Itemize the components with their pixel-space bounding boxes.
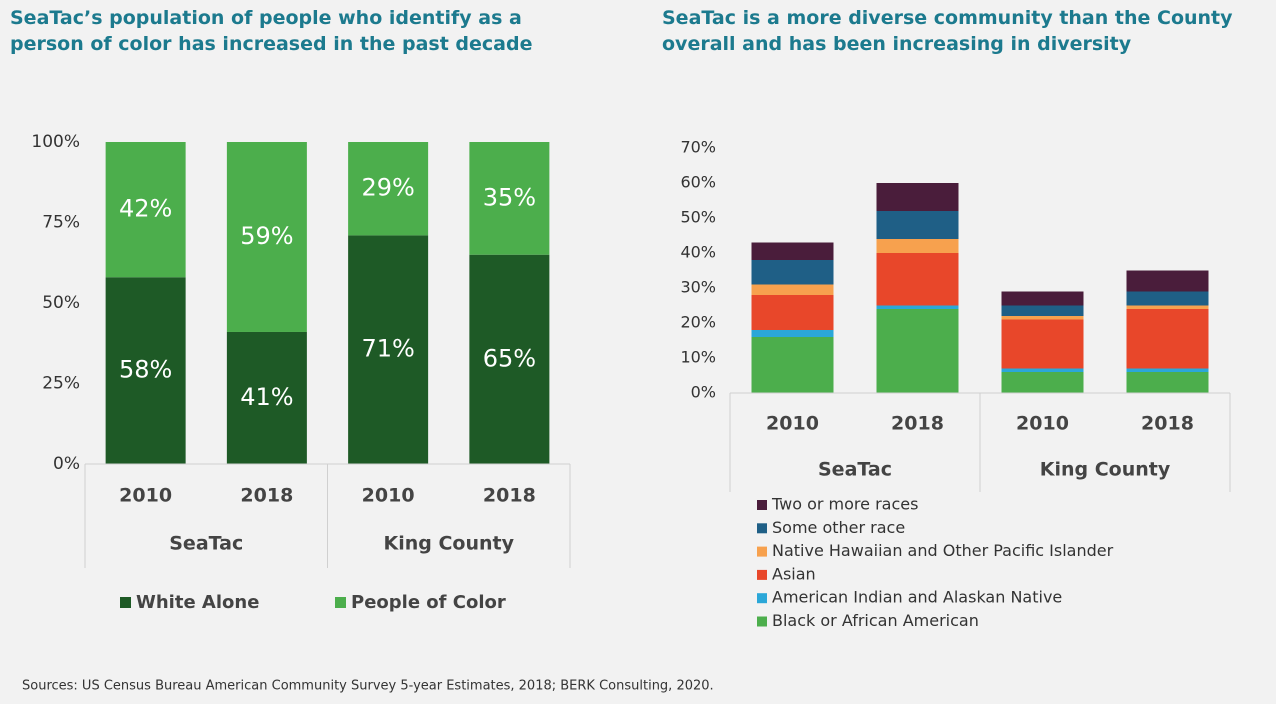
legend-label: People of Color — [351, 592, 506, 613]
y-tick-label: 40% — [680, 243, 716, 262]
data-label: 35% — [483, 183, 536, 211]
y-tick-label: 30% — [680, 278, 716, 297]
y-tick-label: 0% — [53, 454, 80, 474]
legend-label: American Indian and Alaskan Native — [772, 588, 1062, 607]
y-tick-label: 25% — [42, 374, 80, 394]
data-label: 59% — [240, 222, 293, 250]
bar-segment — [105, 142, 186, 278]
bar-segment — [348, 235, 429, 464]
bar-segment — [1001, 316, 1084, 320]
bar-segment — [876, 239, 959, 253]
bar-segment — [226, 331, 307, 464]
legend-swatch — [757, 569, 767, 580]
bar-segment — [1001, 319, 1084, 369]
x-tick-label: 2018 — [891, 413, 944, 435]
bar-segment — [1126, 372, 1209, 393]
bar-segment — [751, 242, 834, 260]
legend-label: White Alone — [136, 592, 259, 613]
chart-title: SeaTac is a more diverse community than … — [662, 7, 1233, 55]
bar-segment — [1126, 368, 1209, 372]
legend-label: Black or African American — [772, 611, 979, 630]
bar-segment — [751, 330, 834, 337]
y-tick-label: 10% — [680, 348, 716, 367]
bar-segment — [876, 183, 959, 211]
bar-segment — [751, 337, 834, 393]
x-tick-label: 2010 — [1016, 413, 1069, 435]
y-tick-label: 100% — [31, 132, 80, 152]
data-label: 65% — [483, 344, 536, 372]
y-tick-label: 75% — [42, 213, 80, 233]
bar-segment — [1001, 368, 1084, 372]
legend-label: Two or more races — [771, 495, 918, 514]
chart-title: SeaTac’s population of people who identi… — [10, 7, 532, 55]
group-label: King County — [384, 533, 515, 555]
legend-label: Native Hawaiian and Other Pacific Island… — [772, 541, 1114, 560]
bar-segment — [1126, 305, 1209, 309]
bar-segment — [751, 284, 834, 295]
bar-segment — [1001, 291, 1084, 306]
source-note: Sources: US Census Bureau American Commu… — [22, 679, 714, 694]
group-label: SeaTac — [169, 533, 243, 555]
bar-segment — [1001, 305, 1084, 316]
group-label: SeaTac — [818, 459, 892, 481]
bar-segment — [105, 277, 186, 464]
bar-segment — [751, 295, 834, 330]
y-tick-label: 20% — [680, 313, 716, 332]
bar-segment — [876, 253, 959, 306]
data-label: 29% — [361, 174, 414, 202]
y-tick-label: 70% — [680, 138, 716, 157]
bar-segment — [348, 142, 429, 236]
x-tick-label: 2010 — [766, 413, 819, 435]
legend-swatch — [757, 500, 767, 510]
data-label: 58% — [119, 356, 172, 384]
y-tick-label: 50% — [680, 208, 716, 227]
bar-segment — [1126, 270, 1209, 292]
legend-swatch — [757, 616, 767, 627]
bar-segment — [1126, 291, 1209, 306]
bar-segment — [876, 309, 959, 393]
data-label: 41% — [240, 383, 293, 411]
bar-segment — [226, 142, 307, 332]
data-label: 42% — [119, 195, 172, 223]
x-tick-label: 2010 — [119, 485, 172, 507]
legend-label: Asian — [772, 564, 816, 583]
bar-segment — [876, 211, 959, 239]
bar-segment — [751, 260, 834, 285]
x-tick-label: 2018 — [240, 485, 293, 507]
bar-segment — [1001, 372, 1084, 393]
legend-swatch — [120, 597, 131, 608]
legend-label: Some other race — [772, 518, 905, 537]
legend-swatch — [757, 546, 767, 557]
y-tick-label: 50% — [42, 293, 80, 313]
x-tick-label: 2010 — [362, 485, 415, 507]
bar-segment — [469, 254, 550, 464]
x-tick-label: 2018 — [483, 485, 536, 507]
y-tick-label: 60% — [680, 173, 716, 192]
y-tick-label: 0% — [691, 383, 716, 402]
group-label: King County — [1040, 459, 1171, 481]
bar-segment — [876, 305, 959, 309]
legend-swatch — [757, 593, 767, 604]
legend-swatch — [335, 597, 346, 608]
legend-swatch — [757, 523, 767, 534]
bar-segment — [1126, 309, 1209, 369]
bar-segment — [469, 142, 550, 255]
x-tick-label: 2018 — [1141, 413, 1194, 435]
data-label: 71% — [361, 335, 414, 363]
